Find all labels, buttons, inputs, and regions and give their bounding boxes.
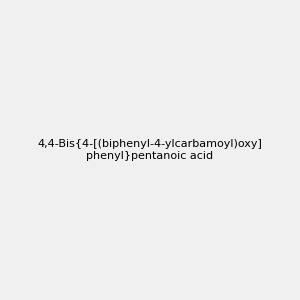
Text: 4,4-Bis{4-[(biphenyl-4-ylcarbamoyl)oxy]
phenyl}pentanoic acid: 4,4-Bis{4-[(biphenyl-4-ylcarbamoyl)oxy] …	[38, 139, 262, 161]
